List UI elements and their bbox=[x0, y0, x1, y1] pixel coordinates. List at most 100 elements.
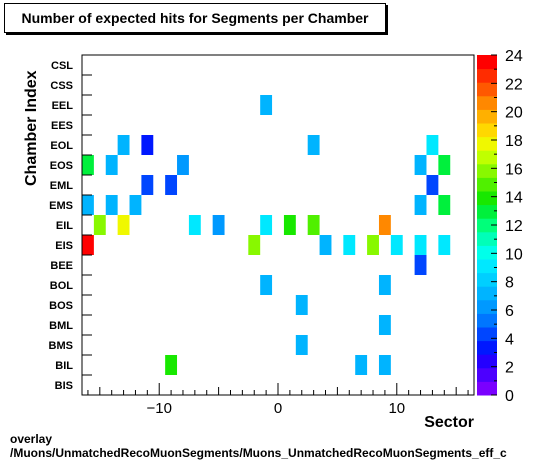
heatmap-cell bbox=[82, 155, 94, 175]
y-tick-label: BML bbox=[49, 320, 73, 332]
color-scale-band bbox=[477, 55, 497, 70]
color-scale-band bbox=[477, 286, 497, 301]
y-tick-label: BMS bbox=[49, 340, 73, 352]
heatmap-cell bbox=[414, 155, 427, 175]
color-scale-band bbox=[477, 68, 497, 83]
y-tick-label: EOL bbox=[50, 140, 73, 152]
color-scale-band bbox=[477, 327, 497, 342]
x-axis: −10 0 10 bbox=[87, 383, 469, 417]
footer-line-1: overlay bbox=[10, 432, 53, 446]
color-scale-tick-label: 14 bbox=[505, 190, 523, 207]
heatmap-cell bbox=[295, 295, 308, 315]
x-tick-label: 0 bbox=[274, 400, 282, 417]
color-scale-band bbox=[477, 218, 497, 233]
heatmap-cell bbox=[414, 235, 427, 255]
y-tick-label: EML bbox=[50, 180, 74, 192]
color-scale-tick-label: 6 bbox=[505, 303, 514, 320]
color-scale-tick-label: 16 bbox=[505, 161, 523, 178]
heatmap-cell bbox=[177, 155, 189, 175]
heatmap-cell bbox=[82, 235, 94, 255]
y-tick-label: EES bbox=[51, 120, 73, 132]
color-scale-band bbox=[477, 109, 497, 124]
heatmap-cell bbox=[141, 175, 154, 195]
heatmap-cell bbox=[295, 335, 308, 355]
heatmap-cell bbox=[248, 235, 261, 255]
heatmap-cell bbox=[105, 195, 118, 215]
plot-frame bbox=[81, 54, 475, 396]
color-scale-tick-label: 4 bbox=[505, 331, 514, 348]
y-tick-label: CSL bbox=[51, 60, 73, 72]
heatmap-cell bbox=[129, 195, 142, 215]
color-scale-band bbox=[477, 177, 497, 192]
x-tick-label: 10 bbox=[388, 400, 405, 417]
color-scale-band bbox=[477, 163, 497, 178]
heatmap-cell bbox=[260, 215, 273, 235]
heatmap-cell bbox=[260, 275, 273, 295]
color-scale-tick-label: 24 bbox=[505, 48, 523, 65]
heatmap-cell bbox=[378, 215, 391, 235]
footer-line-2: /Muons/UnmatchedRecoMuonSegments/Muons_U… bbox=[10, 446, 507, 460]
color-scale-band bbox=[477, 245, 497, 260]
color-scale-band bbox=[477, 367, 497, 382]
y-tick-label: BOL bbox=[50, 280, 74, 292]
y-tick-label: EOS bbox=[50, 160, 73, 172]
color-scale-tick-label: 22 bbox=[505, 76, 523, 93]
heatmap-cell bbox=[260, 95, 273, 115]
heatmap-cell bbox=[414, 255, 427, 275]
y-tick-label: EIS bbox=[55, 240, 73, 252]
heatmap-cell bbox=[117, 215, 130, 235]
heatmap-cell bbox=[283, 215, 296, 235]
heatmap-cell bbox=[165, 355, 178, 375]
color-scale-band bbox=[477, 299, 497, 314]
color-scale-tick-label: 18 bbox=[505, 133, 523, 150]
x-axis-label: Sector bbox=[424, 414, 474, 431]
heatmap-cell bbox=[378, 275, 391, 295]
color-scale-band bbox=[477, 150, 497, 165]
heatmap-cell bbox=[378, 315, 391, 335]
y-tick-label: BEE bbox=[50, 260, 73, 272]
color-scale-band bbox=[477, 123, 497, 138]
color-scale-band bbox=[477, 313, 497, 328]
heatmap-cell bbox=[117, 135, 130, 155]
y-tick-label: EMS bbox=[49, 200, 73, 212]
heatmap-cell bbox=[414, 195, 427, 215]
heatmap-cell bbox=[390, 235, 403, 255]
heatmap-cell bbox=[93, 215, 106, 235]
x-tick-label: −10 bbox=[146, 400, 171, 417]
color-scale-band bbox=[477, 272, 497, 287]
color-scale-band bbox=[477, 231, 497, 246]
color-scale-band bbox=[477, 95, 497, 110]
color-scale-band bbox=[477, 136, 497, 151]
heatmap-cell bbox=[188, 215, 201, 235]
y-tick-label: EEL bbox=[52, 100, 74, 112]
heatmap-cell bbox=[212, 215, 225, 235]
heatmap-cell bbox=[343, 235, 356, 255]
y-axis-label: Chamber Index bbox=[23, 70, 40, 186]
heatmap-cells bbox=[82, 95, 451, 375]
y-tick-label: BIL bbox=[55, 360, 73, 372]
heatmap-cell bbox=[438, 155, 451, 175]
color-scale-tick-label: 12 bbox=[505, 218, 523, 235]
footer: overlay /Muons/UnmatchedRecoMuonSegments… bbox=[10, 432, 507, 460]
y-tick-label: BOS bbox=[49, 300, 73, 312]
heatmap-cell bbox=[367, 235, 379, 255]
y-tick-label: BIS bbox=[55, 380, 73, 392]
color-scale-band bbox=[477, 204, 497, 219]
color-scale-tick-label: 20 bbox=[505, 105, 523, 122]
color-scale-band bbox=[477, 82, 497, 97]
y-tick-label: CSS bbox=[50, 80, 73, 92]
heatmap-cell bbox=[105, 155, 118, 175]
heatmap-cell bbox=[426, 175, 439, 195]
y-axis: BIS BIL BMS BML BOS BOL BEE EIS EIL EMS EML EOS EOL E… bbox=[49, 60, 92, 396]
color-scale-band bbox=[477, 191, 497, 206]
color-scale-band bbox=[477, 381, 497, 396]
color-scale-band bbox=[477, 259, 497, 274]
chart-title: Number of expected hits for Segments per… bbox=[21, 10, 369, 26]
heatmap-cell bbox=[165, 175, 178, 195]
heatmap-cell bbox=[307, 135, 320, 155]
heatmap-cell bbox=[378, 355, 391, 375]
color-scale-band bbox=[477, 340, 497, 355]
color-scale-band bbox=[477, 354, 497, 369]
y-tick-label: EIL bbox=[56, 220, 73, 232]
